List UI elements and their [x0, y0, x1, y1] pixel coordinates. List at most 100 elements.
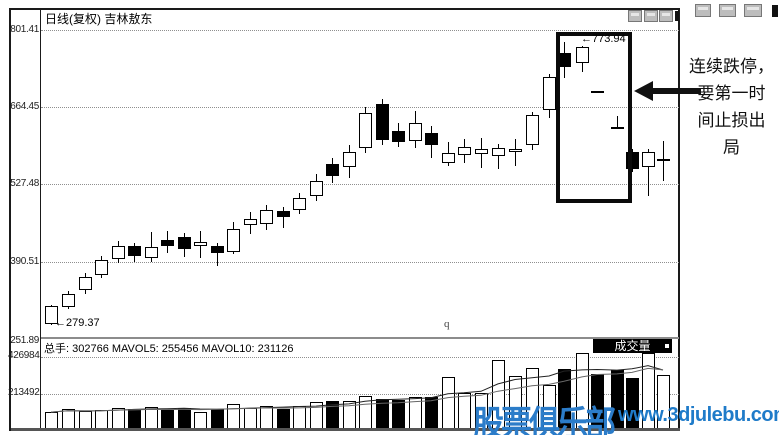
- candle: [194, 242, 207, 246]
- candle: [642, 152, 655, 167]
- pane-divider: [41, 337, 679, 339]
- volume-bar: [45, 412, 58, 429]
- volume-bar: [161, 410, 174, 429]
- window-edge-icon: [772, 5, 778, 17]
- candle: [145, 247, 158, 258]
- watermark-logo: 股票俱乐部: [473, 403, 616, 435]
- candle: [293, 198, 306, 210]
- toolbar-grid-icon[interactable]: [628, 10, 642, 22]
- window-minimize-icon[interactable]: [695, 4, 711, 17]
- candle-wick: [617, 116, 618, 127]
- candle: [376, 104, 389, 140]
- window-restore-icon[interactable]: [719, 4, 736, 17]
- volume-bar: [194, 411, 207, 429]
- watermark-url: www.3djulebu.com: [618, 404, 779, 426]
- volume-bar: [409, 397, 422, 429]
- candle: [409, 123, 422, 142]
- chart-window: [9, 8, 680, 431]
- candle: [475, 149, 488, 154]
- low-price-annotation: ←279.37: [55, 317, 100, 329]
- candle: [576, 47, 589, 63]
- candle-wick: [648, 149, 649, 196]
- side-note-line: 间止损出: [697, 111, 766, 131]
- candle: [343, 152, 356, 167]
- candle-wick: [515, 139, 516, 166]
- price-tick-251: 251.89: [10, 335, 39, 346]
- volume-bar: [343, 401, 356, 429]
- candle: [458, 147, 471, 155]
- volume-bar: [359, 396, 372, 429]
- volume-bar: [211, 409, 224, 429]
- gridline: [41, 184, 679, 185]
- candle: [657, 159, 670, 162]
- candle: [161, 240, 174, 246]
- gridline: [41, 357, 679, 358]
- gridline: [41, 107, 679, 108]
- price-tick-801: 801.41: [10, 24, 39, 35]
- volume-bar: [112, 407, 125, 429]
- volume-bar: [425, 397, 438, 429]
- candle: [178, 237, 191, 249]
- volume-bar: [442, 376, 455, 429]
- window-close-icon[interactable]: [744, 4, 762, 17]
- candle: [227, 229, 240, 252]
- gridline: [41, 262, 679, 263]
- volume-bar: [227, 404, 240, 429]
- volume-tick-426984: 426984: [8, 350, 40, 361]
- volume-pane-label[interactable]: 成交量: [593, 339, 672, 353]
- high-price-annotation: ←773.94: [581, 33, 626, 45]
- volume-bar: [260, 405, 273, 429]
- side-note: 连续跌停， 要第一时 间止损出 局: [684, 54, 779, 162]
- volume-bar: [178, 408, 191, 429]
- volume-bar: [95, 410, 108, 429]
- candle: [62, 294, 75, 307]
- candle: [392, 131, 405, 142]
- candle: [543, 77, 556, 110]
- candle: [492, 148, 505, 156]
- candle: [425, 133, 438, 145]
- side-note-line: 要第一时: [697, 84, 766, 104]
- gridline: [41, 30, 679, 31]
- candle: [79, 277, 92, 290]
- candle: [326, 164, 339, 176]
- side-note-line: 连续跌停，: [689, 57, 774, 77]
- toolbar-chart-icon[interactable]: [644, 10, 658, 22]
- volume-bar: [277, 409, 290, 429]
- candle-wick: [217, 243, 218, 266]
- stray-mark: q: [444, 318, 450, 330]
- toolbar-page-icon[interactable]: [659, 10, 673, 22]
- volume-bar: [458, 393, 471, 429]
- volume-status-bar: 总手: 302766 MAVOL5: 255456 MAVOL10: 23112…: [44, 343, 294, 355]
- highlight-rectangle: [556, 32, 632, 203]
- volume-bar: [376, 398, 389, 429]
- volume-bar: [392, 399, 405, 429]
- candle: [526, 115, 539, 145]
- candle: [112, 246, 125, 259]
- candle: [509, 149, 522, 152]
- candle: [359, 113, 372, 148]
- candle-wick: [283, 207, 284, 228]
- price-tick-527: 527.48: [10, 178, 39, 189]
- volume-bar: [326, 400, 339, 429]
- volume-bar: [79, 411, 92, 429]
- candle: [260, 210, 273, 224]
- volume-bar: [293, 406, 306, 429]
- price-tick-390: 390.51: [10, 256, 39, 267]
- volume-bar: [244, 407, 257, 429]
- axis-separator: [40, 8, 41, 431]
- candle: [611, 127, 624, 129]
- toolbar-handle-icon[interactable]: [675, 11, 679, 21]
- candle: [95, 260, 108, 275]
- candle: [128, 246, 141, 256]
- candle-wick: [498, 144, 499, 169]
- price-tick-664: 664.45: [10, 101, 39, 112]
- candle: [244, 219, 257, 225]
- candle: [277, 211, 290, 217]
- bottom-border: [11, 428, 680, 431]
- volume-bar: [62, 409, 75, 429]
- volume-bar: [145, 406, 158, 430]
- volume-tick-213492: 213492: [8, 387, 40, 398]
